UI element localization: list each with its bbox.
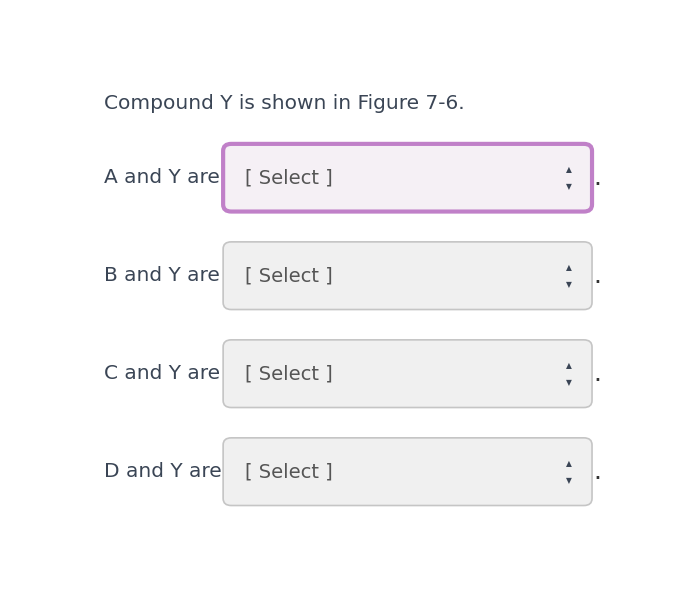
Text: ▼: ▼ [566,378,572,387]
Text: ▲: ▲ [566,263,572,272]
FancyBboxPatch shape [223,144,592,211]
Text: B and Y are: B and Y are [104,266,220,285]
Text: .: . [594,460,602,484]
Text: ▼: ▼ [566,182,572,191]
Text: Compound Y is shown in Figure 7-6.: Compound Y is shown in Figure 7-6. [104,94,464,113]
Text: ▲: ▲ [566,361,572,370]
Text: [ Select ]: [ Select ] [245,266,332,285]
Text: ▲: ▲ [566,459,572,468]
Text: [ Select ]: [ Select ] [245,462,332,481]
Text: D and Y are: D and Y are [104,462,221,481]
FancyBboxPatch shape [223,242,592,310]
Text: .: . [594,165,602,190]
FancyBboxPatch shape [223,438,592,505]
Text: [ Select ]: [ Select ] [245,364,332,383]
FancyBboxPatch shape [223,340,592,407]
Text: ▲: ▲ [566,165,572,174]
Text: A and Y are: A and Y are [104,168,220,187]
Text: .: . [594,264,602,288]
Text: ▼: ▼ [566,279,572,288]
Text: [ Select ]: [ Select ] [245,168,332,187]
Text: .: . [594,362,602,385]
Text: ▼: ▼ [566,476,572,485]
Text: C and Y are: C and Y are [104,364,220,383]
